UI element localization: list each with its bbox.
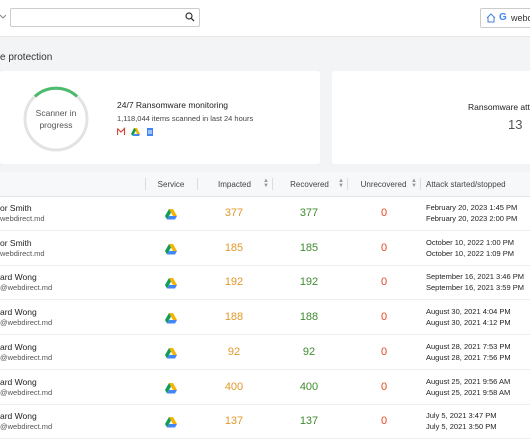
attack-stopped: August 28, 2021 7:56 PM	[426, 352, 511, 362]
user-email: @webdirect.md	[0, 318, 53, 328]
user-email: @webdirect.md	[0, 387, 53, 397]
top-bar: G webd	[0, 0, 530, 37]
recovered: 377	[299, 207, 319, 219]
scanner-card: Scanner in progress 24/7 Ransomware moni…	[0, 71, 320, 164]
recovered: 92	[302, 345, 316, 358]
attack-stopped: September 16, 2021 3:59 PM	[426, 283, 524, 293]
recovered: 192	[299, 276, 319, 289]
table-row[interactable]	[0, 265, 530, 301]
user-name: ard Wong	[0, 411, 37, 422]
search-icon[interactable]	[185, 12, 195, 22]
drive-icon	[165, 207, 177, 220]
recovered: 188	[299, 311, 319, 324]
attack-started: July 5, 2021 3:47 PM	[426, 411, 497, 421]
sort-icon[interactable]: ▲ ▼	[338, 178, 344, 189]
impacted: 400	[224, 380, 244, 393]
impacted: 92	[227, 345, 241, 358]
page-title: e protection	[0, 52, 53, 63]
user-name: ard Wong	[0, 307, 37, 318]
recovered: 137	[299, 415, 319, 428]
account-button[interactable]: G webd	[480, 8, 530, 28]
attack-stopped: February 20, 2023 2:00 PM	[426, 214, 518, 223]
attack-started: October 10, 2022 1:00 PM	[426, 237, 514, 247]
column-header: Attack started/stopped	[426, 180, 506, 189]
table-row[interactable]	[0, 335, 530, 370]
column-header[interactable]: Impacted	[218, 180, 251, 189]
impacted: 377	[224, 207, 244, 219]
unrecovered: 0	[380, 207, 388, 219]
scanner-ring	[23, 86, 89, 152]
attack-started: February 20, 2023 1:45 PM	[426, 203, 518, 212]
attack-stopped: July 5, 2021 3:50 PM	[426, 422, 497, 432]
column-separator	[420, 178, 421, 190]
drive-icon	[165, 242, 177, 255]
column-separator	[145, 178, 146, 190]
account-name: webd	[511, 13, 530, 23]
drive-icon	[165, 276, 177, 289]
attack-started: August 30, 2021 4:04 PM	[426, 307, 511, 317]
drive-icon	[165, 415, 177, 428]
recovered: 185	[299, 241, 319, 254]
dropdown-chevron[interactable]	[0, 13, 6, 21]
table-row[interactable]	[0, 196, 530, 231]
user-email: @webdirect.md	[0, 422, 53, 432]
attack-started: August 28, 2021 7:53 PM	[426, 341, 511, 351]
user-email: webdirect.md	[0, 248, 45, 258]
sort-icon[interactable]: ▲ ▼	[263, 178, 269, 189]
unrecovered: 0	[380, 380, 388, 393]
recovered: 400	[299, 380, 319, 393]
attack-stopped: August 30, 2021 4:12 PM	[426, 318, 511, 328]
unrecovered: 0	[380, 415, 388, 428]
attacks-count: 13	[508, 117, 523, 132]
scanner-subtitle: 1,118,044 items scanned in last 24 hours	[117, 114, 254, 123]
table-header	[0, 172, 530, 197]
impacted: 192	[224, 276, 244, 289]
sort-icon[interactable]: ▲ ▼	[411, 178, 417, 189]
column-separator	[347, 178, 348, 190]
unrecovered: 0	[380, 276, 388, 289]
unrecovered: 0	[380, 311, 388, 324]
drive-icon	[165, 311, 177, 324]
attacks-card: Ransomware atta 13	[332, 71, 530, 164]
table-row[interactable]	[0, 370, 530, 405]
attack-stopped: August 25, 2021 9:58 AM	[426, 387, 511, 397]
drive-icon	[165, 381, 177, 393]
column-separator	[272, 178, 273, 190]
impacted: 137	[224, 415, 244, 428]
attacks-title: Ransomware atta	[468, 102, 530, 112]
scanner-status: Scanner in progress	[35, 108, 77, 130]
impacted: 188	[224, 311, 244, 324]
user-email: webdirect.md	[0, 214, 45, 223]
user-name: ard Wong	[0, 341, 37, 352]
table-row[interactable]	[0, 300, 530, 336]
impacted: 185	[224, 241, 244, 254]
user-name: or Smith	[0, 203, 32, 213]
unrecovered: 0	[380, 345, 388, 358]
user-name: ard Wong	[0, 272, 37, 283]
google-icon: G	[499, 12, 507, 23]
attack-stopped: October 10, 2022 1:09 PM	[426, 248, 514, 258]
user-name: ard Wong	[0, 376, 37, 387]
summary-area: e protection Scanner in progress 24/7 Ra…	[0, 37, 530, 172]
column-header: Service	[157, 180, 185, 189]
scanner-title: 24/7 Ransomware monitoring	[117, 100, 229, 110]
service-icons	[117, 127, 153, 136]
home-icon	[486, 13, 496, 23]
attack-started: September 16, 2021 3:46 PM	[426, 272, 524, 282]
user-email: @webdirect.md	[0, 352, 53, 362]
table-row[interactable]	[0, 404, 530, 440]
attack-started: August 25, 2021 9:56 AM	[426, 376, 511, 386]
search-input[interactable]	[10, 8, 200, 27]
user-name: or Smith	[0, 237, 32, 248]
column-header[interactable]: Unrecovered	[360, 180, 407, 189]
user-email: @webdirect.md	[0, 283, 53, 293]
column-separator	[197, 178, 198, 190]
column-header[interactable]: Recovered	[290, 180, 329, 189]
unrecovered: 0	[380, 241, 388, 254]
table-row[interactable]	[0, 231, 530, 266]
drive-icon	[165, 346, 177, 359]
